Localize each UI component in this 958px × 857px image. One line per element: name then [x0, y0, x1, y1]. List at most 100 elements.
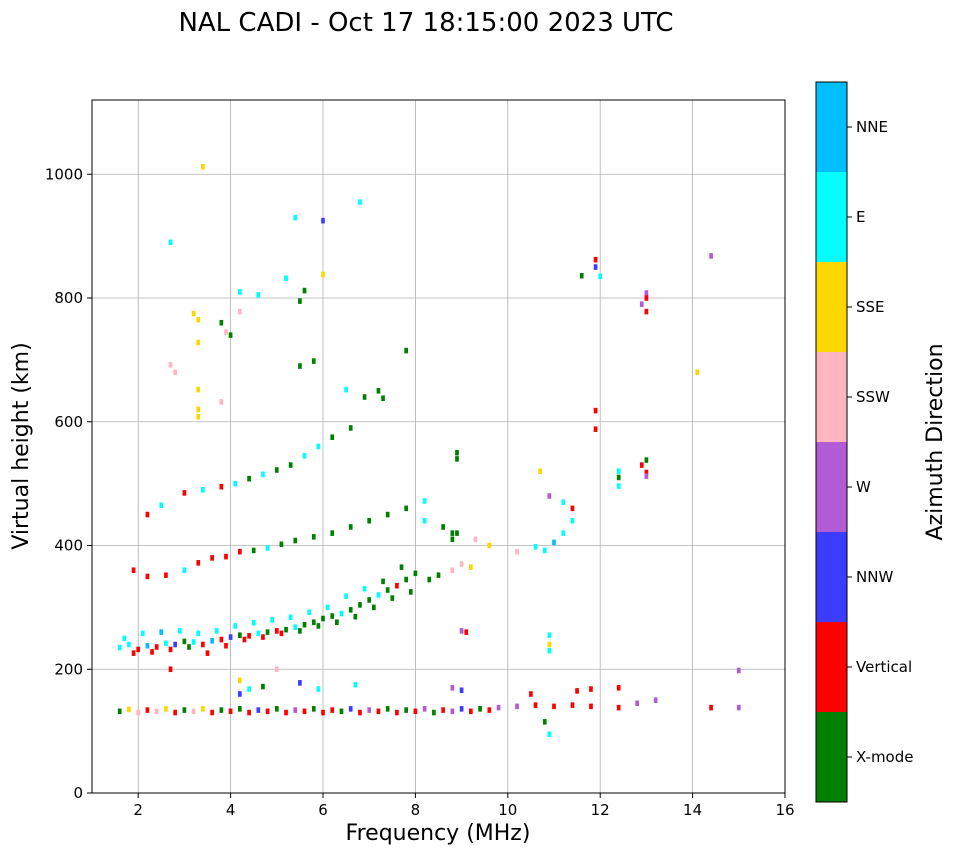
data-point	[579, 272, 584, 279]
x-tick-label: 8	[411, 801, 421, 819]
data-point	[321, 217, 325, 224]
data-point	[552, 539, 556, 546]
data-point	[228, 708, 233, 715]
data-point	[644, 295, 649, 301]
data-point	[196, 386, 201, 393]
data-point	[247, 633, 251, 639]
data-point	[237, 308, 242, 315]
data-point	[367, 707, 372, 713]
data-point	[487, 707, 492, 713]
data-point	[242, 636, 247, 643]
data-point	[261, 683, 265, 690]
data-point	[237, 289, 242, 295]
data-point	[279, 630, 284, 637]
data-point	[316, 686, 321, 692]
data-point	[709, 704, 713, 711]
data-point	[237, 677, 242, 684]
data-point	[201, 641, 205, 648]
data-point	[293, 537, 298, 544]
data-point	[552, 703, 556, 710]
data-point	[150, 649, 154, 655]
data-point	[302, 708, 307, 715]
data-point	[201, 487, 205, 493]
data-point	[450, 536, 455, 543]
data-point	[145, 573, 150, 580]
data-point	[330, 707, 335, 713]
data-point	[570, 702, 575, 708]
data-point	[450, 530, 455, 536]
y-tick-label: 800	[54, 289, 83, 307]
data-point	[117, 708, 122, 715]
data-point	[293, 624, 298, 630]
colorbar-segment	[816, 622, 847, 712]
data-point	[330, 434, 335, 441]
data-point	[385, 706, 390, 712]
data-marks	[117, 164, 741, 738]
data-point	[196, 339, 201, 346]
data-point	[191, 708, 196, 715]
chart-title: NAL CADI - Oct 17 18:15:00 2023 UTC	[178, 8, 673, 38]
data-point	[432, 709, 436, 716]
data-point	[616, 483, 621, 489]
data-point	[177, 628, 182, 634]
data-point	[196, 406, 201, 413]
data-point	[182, 638, 187, 645]
data-point	[201, 164, 205, 170]
data-point	[168, 239, 173, 246]
x-tick-label: 4	[226, 801, 236, 819]
data-point	[298, 680, 302, 686]
data-point	[570, 505, 575, 512]
data-point	[182, 707, 187, 713]
data-point	[515, 548, 519, 555]
data-point	[131, 567, 136, 574]
data-point	[321, 271, 325, 278]
data-point	[385, 511, 390, 518]
data-point	[367, 517, 372, 524]
data-point	[589, 686, 593, 692]
data-point	[616, 685, 621, 691]
colorbar-category-label: SSW	[856, 388, 890, 406]
data-point	[385, 587, 390, 593]
data-point	[381, 578, 385, 585]
data-point	[589, 703, 593, 710]
data-point	[237, 632, 242, 639]
data-point	[450, 567, 455, 574]
data-point	[233, 623, 238, 629]
x-tick-label: 12	[591, 801, 610, 819]
data-point	[256, 292, 261, 298]
data-point	[214, 628, 219, 634]
data-point	[547, 647, 552, 654]
data-point	[339, 708, 344, 715]
data-point	[358, 709, 362, 716]
data-point	[395, 709, 399, 716]
data-point	[593, 264, 598, 270]
colorbar-segment	[816, 262, 847, 352]
data-point	[616, 474, 621, 481]
grid-lines	[92, 100, 786, 794]
data-point	[224, 642, 228, 649]
data-point	[154, 644, 159, 650]
data-point	[168, 666, 173, 673]
y-tick-label: 400	[54, 537, 83, 555]
data-point	[468, 708, 473, 715]
data-point	[233, 480, 238, 487]
data-point	[210, 555, 214, 561]
data-point	[736, 667, 741, 674]
data-point	[358, 602, 362, 608]
data-point	[127, 706, 131, 713]
data-point	[219, 636, 224, 643]
colorbar-category-label: X-mode	[856, 748, 913, 766]
data-point	[316, 443, 321, 450]
data-point	[247, 709, 251, 716]
colorbar-segment	[816, 532, 847, 622]
colorbar-segment	[816, 442, 847, 532]
data-point	[154, 708, 159, 715]
data-point	[122, 635, 127, 642]
data-point	[330, 530, 335, 536]
data-point	[293, 214, 298, 221]
data-point	[496, 704, 501, 711]
data-point	[284, 275, 288, 281]
data-point	[547, 731, 552, 738]
data-point	[399, 564, 404, 570]
